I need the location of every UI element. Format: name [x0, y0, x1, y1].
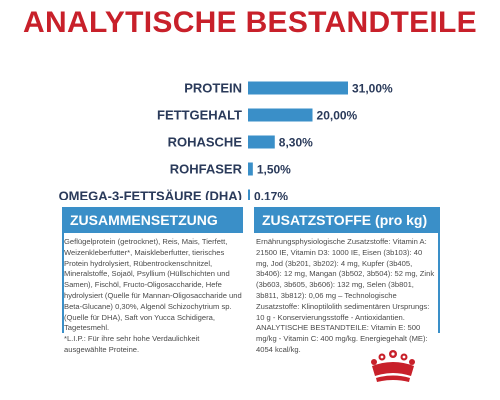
additives-divider	[438, 233, 440, 333]
composition-body: Geflügelprotein (getrocknet), Reis, Mais…	[64, 237, 242, 356]
bar	[248, 162, 253, 176]
bar-value-label: 31,00%	[352, 82, 393, 96]
bar-value-label: 0,17%	[254, 190, 288, 201]
bar	[248, 108, 313, 122]
bar-category-label: OMEGA-3-FETTSÄURE (DHA)	[59, 189, 242, 201]
composition-divider	[62, 233, 64, 333]
bar	[248, 135, 275, 149]
bar-category-label: FETTGEHALT	[157, 108, 242, 123]
composition-header: ZUSAMMENSETZUNG	[62, 207, 243, 233]
additives-text: Ernährungsphysiologische Zusatzstoffe: V…	[256, 237, 435, 322]
composition-note: *L.I.P.: Für ihre sehr hohe Verdaulichke…	[64, 334, 200, 354]
bar-value-label: 8,30%	[279, 136, 313, 150]
additives-header: ZUSATZSTOFFE (pro kg)	[254, 207, 440, 233]
page-title: ANALYTISCHE BESTANDTEILE	[23, 6, 477, 39]
bar-category-label: ROHFASER	[170, 162, 243, 177]
crown-logo-icon	[368, 348, 418, 386]
nutrient-bar-chart: PROTEIN 31,00% FETTGEHALT 20,00% ROHASCHE 8,3…	[59, 81, 393, 201]
composition-text: Geflügelprotein (getrocknet), Reis, Mais…	[64, 237, 242, 333]
additives-note: ANALYTISCHE BESTANDTEILE: Vitamin E: 500…	[256, 323, 428, 354]
bar-value-label: 20,00%	[317, 109, 358, 123]
bar	[248, 81, 348, 95]
bar-category-label: PROTEIN	[184, 81, 242, 96]
bar	[248, 189, 250, 200]
additives-body: Ernährungsphysiologische Zusatzstoffe: V…	[256, 237, 436, 356]
bar-category-label: ROHASCHE	[168, 135, 243, 150]
bar-value-label: 1,50%	[257, 163, 291, 177]
